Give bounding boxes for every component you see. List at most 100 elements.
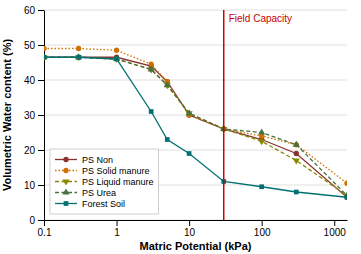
- x-axis-tick: 1: [114, 220, 120, 238]
- point: [44, 53, 48, 59]
- y-axis-tick-label: 30: [24, 110, 36, 121]
- line: [44, 57, 347, 195]
- x-axis-tick-mark: [334, 220, 335, 226]
- line: [44, 49, 347, 184]
- y-axis-tick-label: 40: [24, 75, 36, 86]
- y-axis-tick: 50: [24, 40, 44, 51]
- y-axis-tick: 60: [24, 5, 44, 16]
- legend-marker: [62, 179, 69, 185]
- grid-line: [44, 220, 347, 221]
- x-axis-tick: 100: [254, 220, 271, 238]
- legend-label: PS Liquid manure: [82, 177, 154, 187]
- point: [113, 55, 120, 61]
- line: [44, 57, 347, 195]
- point: [76, 55, 81, 60]
- grid-line: [44, 115, 347, 116]
- legend-label: Forest Soil: [82, 199, 125, 209]
- point: [44, 55, 46, 60]
- legend-item: PS Non: [55, 155, 113, 165]
- legend-item: PS Solid manure: [55, 166, 150, 176]
- point: [344, 195, 347, 200]
- annotation-text: Field Capacity: [229, 13, 292, 24]
- point: [114, 57, 119, 62]
- y-axis-tick-label: 10: [24, 180, 36, 191]
- point: [294, 151, 299, 156]
- x-axis-tick: 10: [184, 220, 196, 238]
- x-axis-line: [45, 220, 348, 221]
- legend-item: PS Urea: [55, 188, 116, 198]
- legend-marker: [63, 168, 68, 173]
- y-axis-tick-label: 50: [24, 40, 36, 51]
- point: [76, 55, 81, 60]
- point: [293, 141, 300, 147]
- grid-line: [44, 45, 347, 46]
- x-axis-tick-mark: [262, 220, 263, 226]
- grid-line: [44, 10, 347, 11]
- legend-marker: [64, 201, 69, 206]
- legend-marker: [62, 188, 69, 194]
- point: [186, 109, 193, 115]
- point: [114, 48, 119, 53]
- point: [44, 55, 47, 60]
- legend-label: PS Non: [82, 155, 113, 165]
- point: [345, 195, 347, 200]
- y-axis-tick-mark: [38, 45, 44, 46]
- y-axis-tick-mark: [38, 220, 44, 221]
- x-axis-tick: 1000: [324, 220, 347, 238]
- x-axis-tick-label: 1000: [324, 227, 347, 238]
- x-axis-tick-mark: [189, 220, 190, 226]
- legend-item: PS Liquid manure: [55, 177, 154, 187]
- series: [44, 55, 347, 199]
- y-axis-tick: 10: [24, 180, 44, 191]
- series: [44, 53, 347, 197]
- y-axis-tick-label: 20: [24, 145, 36, 156]
- point: [149, 109, 154, 114]
- series: [44, 46, 347, 186]
- y-axis-title: Volumetric Water content (%): [1, 39, 13, 192]
- point: [76, 46, 81, 51]
- legend-marker: [63, 157, 68, 162]
- point: [44, 55, 48, 61]
- y-axis-tick-mark: [38, 115, 44, 116]
- x-axis-tick-label: 1: [114, 227, 120, 238]
- y-axis-tick-mark: [38, 185, 44, 186]
- x-axis-tick-label: 10: [184, 227, 196, 238]
- grid: [44, 10, 347, 220]
- point: [258, 128, 265, 134]
- x-axis-tick-mark: [117, 220, 118, 226]
- x-axis-tick-label: 0.1: [38, 227, 52, 238]
- x-axis-tick-label: 100: [254, 227, 271, 238]
- x-axis: 0.1 1 10 100 1000: [38, 220, 348, 238]
- line: [44, 57, 347, 197]
- y-axis-tick: 0: [29, 215, 44, 226]
- legend-box: [50, 149, 159, 214]
- point: [148, 65, 155, 71]
- line: [44, 57, 347, 197]
- y-axis-tick-mark: [38, 10, 44, 11]
- annotation-line: [223, 10, 225, 220]
- y-axis-tick-mark: [38, 150, 44, 151]
- y-axis-tick: 40: [24, 75, 44, 86]
- marks: [44, 10, 347, 220]
- legend-item: Forest Soil: [55, 199, 125, 209]
- legend-label: PS Urea: [82, 188, 116, 198]
- point: [187, 151, 192, 156]
- point: [165, 137, 170, 142]
- point: [44, 46, 47, 51]
- series: [44, 55, 347, 200]
- series: [44, 55, 347, 200]
- x-axis-tick: 0.1: [38, 220, 52, 238]
- chart: 0.1 1 10 100 1000 0 10 20 30 40 50 60 Field Capacity…: [0, 0, 361, 254]
- y-axis: 0 10 20 30 40 50 60: [24, 5, 45, 226]
- grid-line: [44, 80, 347, 81]
- point: [344, 181, 347, 186]
- y-axis-tick: 20: [24, 145, 44, 156]
- x-axis-tick-mark: [44, 220, 45, 226]
- legend: PS NonPS Solid manurePS Liquid manurePS …: [50, 149, 159, 214]
- y-axis-tick-label: 0: [29, 215, 35, 226]
- legend-label: PS Solid manure: [82, 166, 150, 176]
- y-axis-tick: 30: [24, 110, 44, 121]
- point: [75, 53, 82, 59]
- x-axis-title: Matric Potential (kPa): [140, 240, 252, 252]
- point: [294, 190, 299, 195]
